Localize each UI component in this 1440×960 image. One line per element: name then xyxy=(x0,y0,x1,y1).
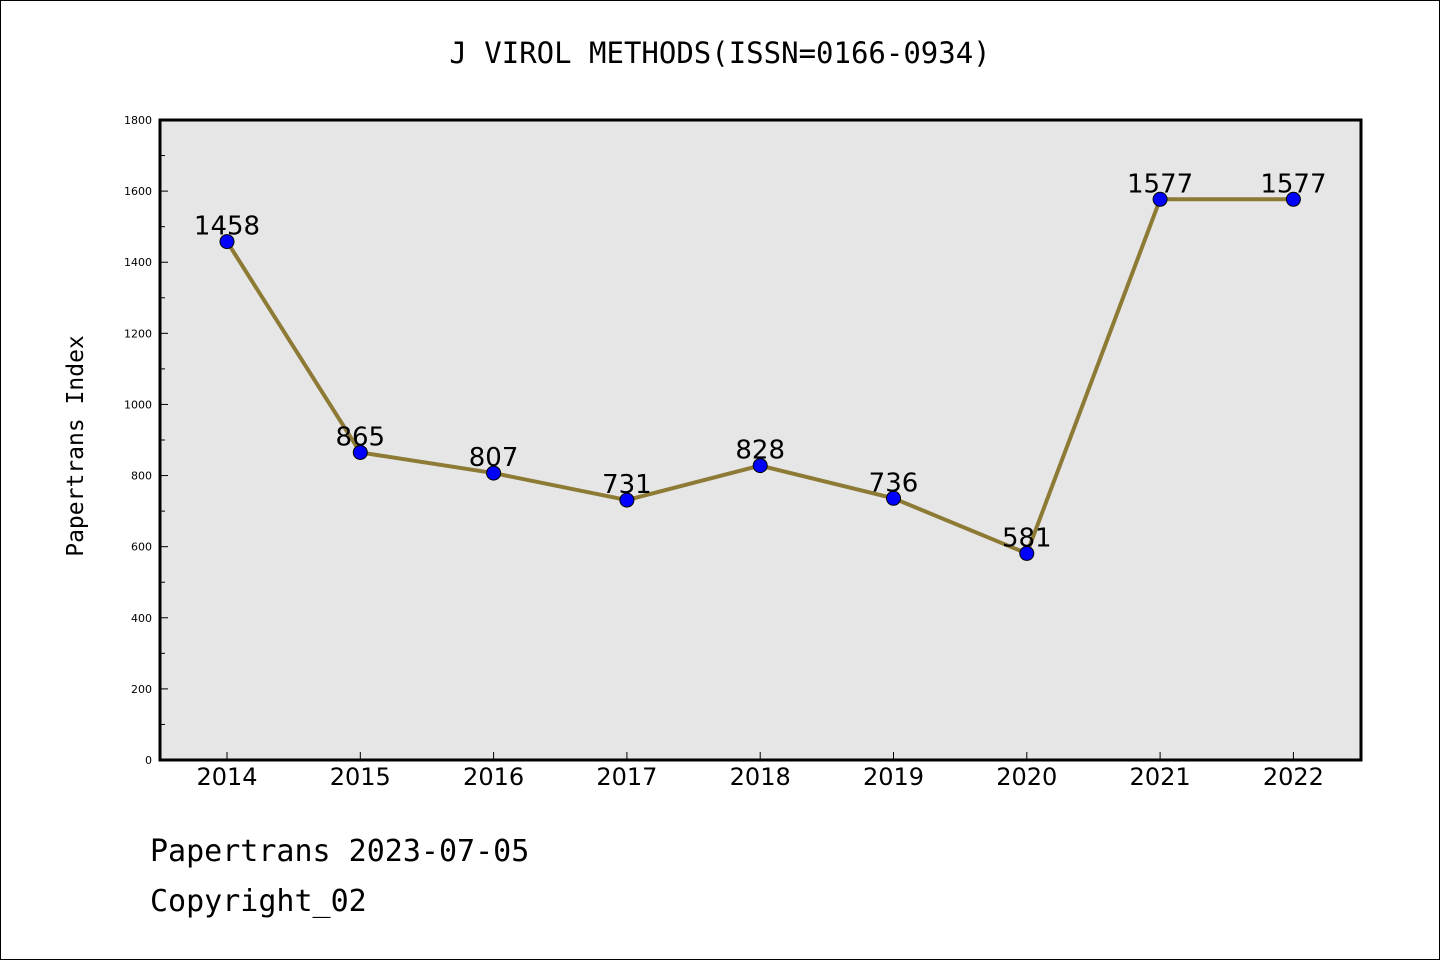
data-point xyxy=(886,490,901,506)
x-tick-label: 2014 xyxy=(196,763,257,791)
x-tick-label: 2022 xyxy=(1263,763,1324,791)
data-point xyxy=(752,458,768,474)
x-axis-ticks: 2014 2015 2016 2017 2018 2019 2020 2021 2022 xyxy=(196,752,1324,791)
x-tick-label: 2016 xyxy=(463,763,524,791)
series-line-segment xyxy=(891,496,1029,556)
data-label: 828 xyxy=(735,436,785,466)
data-labels: 1458 865 807 731 828 736 581 1577 1577 xyxy=(194,169,1327,553)
data-point xyxy=(1019,545,1035,561)
x-tick-label: 2018 xyxy=(730,763,791,791)
y-axis-ticks: 0 200 400 600 800 1000 1200 1400 1600 1800 xyxy=(124,114,168,767)
footer-copyright: Copyright_02 xyxy=(150,884,367,919)
data-label: 1458 xyxy=(194,212,260,242)
chart-title: J VIROL METHODS(ISSN=0166-0934) xyxy=(449,36,991,70)
y-tick-label: 600 xyxy=(131,541,152,554)
series-markers xyxy=(219,191,1301,561)
data-point xyxy=(219,234,235,250)
y-tick-label: 200 xyxy=(131,683,152,696)
y-tick-label: 1600 xyxy=(124,185,152,198)
series-line-segment xyxy=(624,463,763,503)
data-point xyxy=(619,492,635,508)
data-point xyxy=(486,465,502,481)
plot-area xyxy=(158,118,1363,762)
series-line-segment xyxy=(758,463,896,501)
data-label: 1577 xyxy=(1127,169,1193,199)
y-tick-label: 400 xyxy=(131,612,152,625)
data-point xyxy=(1152,191,1168,207)
y-tick-label: 800 xyxy=(131,470,152,483)
x-tick-label: 2017 xyxy=(596,763,657,791)
y-tick-label: 1400 xyxy=(124,256,152,269)
data-point xyxy=(352,444,368,460)
x-tick-label: 2019 xyxy=(863,763,924,791)
series-lines xyxy=(225,197,1296,556)
x-tick-label: 2020 xyxy=(996,763,1057,791)
data-label: 731 xyxy=(602,470,652,500)
series-line-segment xyxy=(1024,197,1163,556)
x-tick-label: 2015 xyxy=(330,763,391,791)
footer-date: Papertrans 2023-07-05 xyxy=(150,834,530,869)
y-tick-label: 1200 xyxy=(124,327,152,340)
x-tick-label: 2021 xyxy=(1130,763,1191,791)
data-label: 581 xyxy=(1002,523,1052,553)
data-label: 736 xyxy=(869,468,919,498)
data-label: 807 xyxy=(469,443,519,473)
data-label: 865 xyxy=(335,422,385,452)
series-line-segment xyxy=(225,239,363,455)
data-point xyxy=(1285,191,1301,207)
y-tick-label: 1000 xyxy=(124,398,152,411)
y-tick-label: 1800 xyxy=(124,114,152,127)
series-line-segment xyxy=(491,471,629,503)
data-label: 1577 xyxy=(1260,169,1326,199)
series-line-segment xyxy=(358,450,496,476)
y-tick-label: 0 xyxy=(145,754,152,767)
